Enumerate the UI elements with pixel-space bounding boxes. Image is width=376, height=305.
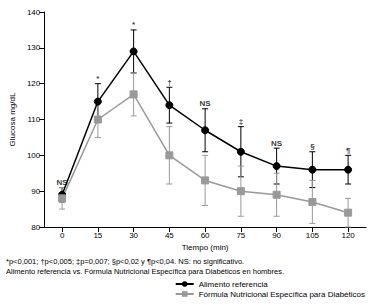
svg-text:Alimento referencia: Alimento referencia <box>199 280 268 289</box>
svg-text:*: * <box>96 74 100 83</box>
svg-text:120: 120 <box>341 231 355 240</box>
svg-text:140: 140 <box>27 8 41 17</box>
svg-text:45: 45 <box>165 231 174 240</box>
svg-text:30: 30 <box>129 231 138 240</box>
svg-text:0: 0 <box>60 231 65 240</box>
svg-text:130: 130 <box>27 43 41 52</box>
svg-text:120: 120 <box>27 79 41 88</box>
svg-text:100: 100 <box>27 151 41 160</box>
svg-text:Fórmula Nutricional Específica: Fórmula Nutricional Específica para Diab… <box>199 290 365 299</box>
svg-text:Tiempo (min): Tiempo (min) <box>182 243 229 252</box>
svg-text:NS: NS <box>271 139 283 148</box>
svg-text:Alimento referencia vs. Fórmul: Alimento referencia vs. Fórmula Nutricio… <box>6 267 284 276</box>
svg-text:†: † <box>167 78 171 87</box>
svg-text:*: * <box>132 20 136 29</box>
svg-text:¶: ¶ <box>346 146 351 155</box>
svg-text:§: § <box>310 142 315 151</box>
svg-text:Glucosa mg/dL: Glucosa mg/dL <box>8 92 17 146</box>
svg-text:80: 80 <box>31 223 40 232</box>
svg-text:110: 110 <box>27 115 40 124</box>
svg-text:90: 90 <box>272 231 281 240</box>
svg-text:*p<0,001; †p<0,005; ‡p=0,007;: *p<0,001; †p<0,005; ‡p=0,007; §p<0,02 y … <box>6 257 244 266</box>
svg-text:NS: NS <box>57 178 69 187</box>
svg-text:75: 75 <box>236 231 245 240</box>
svg-text:105: 105 <box>306 231 320 240</box>
svg-text:NS: NS <box>200 99 212 108</box>
svg-text:90: 90 <box>31 187 40 196</box>
svg-text:15: 15 <box>93 231 102 240</box>
svg-text:‡: ‡ <box>239 117 243 126</box>
svg-text:60: 60 <box>201 231 210 240</box>
